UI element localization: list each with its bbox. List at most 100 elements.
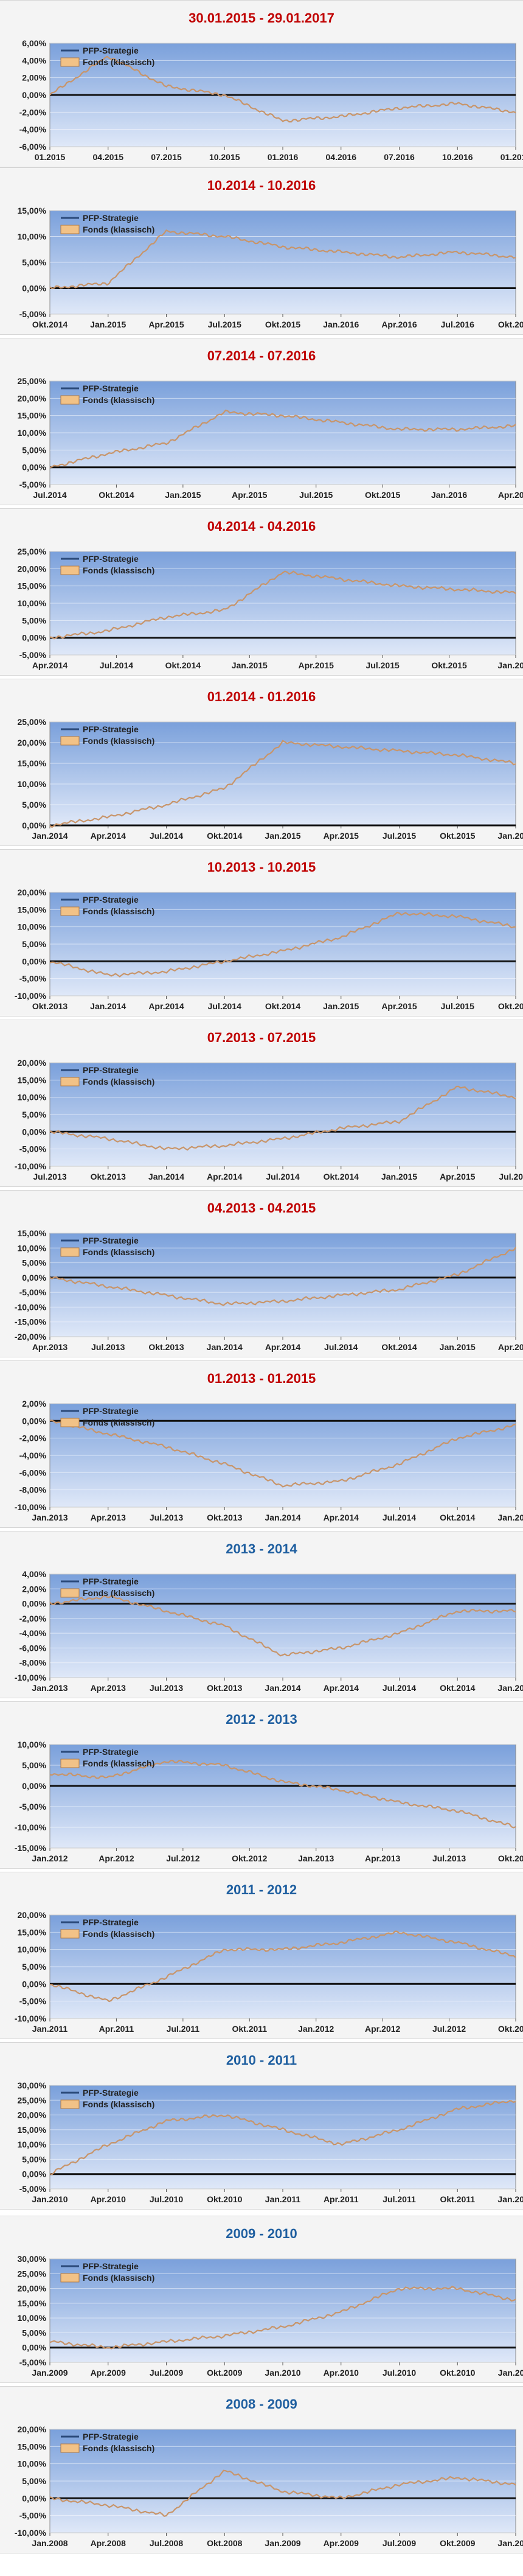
x-tick-label: 01.2017 xyxy=(500,152,523,162)
legend-swatch-fonds-klassisch xyxy=(60,1418,80,1427)
y-tick-label: 5,00% xyxy=(22,445,46,455)
legend-label-pfp-strategie: PFP-Strategie xyxy=(83,46,139,55)
series-line-fonds-klassisch xyxy=(49,2100,516,2175)
series-line-fonds-klassisch xyxy=(49,570,516,640)
x-tick-label: Jan.2011 xyxy=(32,2024,68,2034)
x-tick-label: Jan.2015 xyxy=(381,1172,417,1181)
x-tick-label: Jan.2012 xyxy=(32,1853,68,1863)
legend-label-pfp-strategie: PFP-Strategie xyxy=(83,1065,139,1075)
x-tick-label: Jan.2012 xyxy=(497,2194,523,2204)
y-tick-label: 5,00% xyxy=(22,615,46,625)
chart-panel: 2009 - 2010 -5,00% 0,00% 5,00% 10,00% 15,00% 2… xyxy=(0,2216,523,2383)
x-tick-label: Jan.2008 xyxy=(32,2538,68,2548)
chart-svg: 2013 - 2014 -10,00% -8,00% -6,00% -4,00% -2,0… xyxy=(15,1541,523,1693)
x-tick-label: Jul.2009 xyxy=(150,2368,183,2378)
y-tick-label: 5,00% xyxy=(22,2154,46,2164)
plot-area xyxy=(49,2085,516,2189)
series-line-fonds-klassisch xyxy=(49,1419,516,1488)
y-tick-label: 30,00% xyxy=(18,2254,47,2264)
x-tick-label: Okt.2015 xyxy=(498,1001,523,1011)
chart-title: 2009 - 2010 xyxy=(226,2226,297,2241)
legend-swatch-fonds-klassisch xyxy=(60,2443,80,2453)
x-tick-label: Jan.2015 xyxy=(90,320,126,329)
x-tick-label: Jan.2016 xyxy=(497,660,523,670)
y-tick-label: -10,00% xyxy=(15,1302,47,1312)
chart-svg: 04.2014 - 04.2016 -5,00% 0,00% 5,00% 10,00% 1… xyxy=(18,519,523,670)
chart-title: 04.2013 - 04.2015 xyxy=(207,1200,316,1216)
legend-label-pfp-strategie: PFP-Strategie xyxy=(83,554,139,564)
y-tick-label: 20,00% xyxy=(18,738,47,747)
y-tick-label: 25,00% xyxy=(18,547,47,556)
series-line-fonds-klassisch xyxy=(49,911,516,978)
chart-title: 2013 - 2014 xyxy=(226,1541,297,1556)
chart-panel: 01.2013 - 01.2015 -10,00% -8,00% -6,00% -4,0… xyxy=(0,1360,523,1528)
x-tick-label: Jan.2015 xyxy=(265,831,300,841)
x-tick-label: Jul.2008 xyxy=(150,2538,183,2548)
y-tick-label: 15,00% xyxy=(18,581,47,591)
x-tick-label: Jan.2014 xyxy=(265,1513,300,1522)
legend-swatch-fonds-klassisch xyxy=(60,2099,80,2109)
x-tick-label: Okt.2014 xyxy=(165,660,201,670)
x-tick-label: Apr.2012 xyxy=(99,1853,134,1863)
y-tick-label: -6,00% xyxy=(19,1643,47,1653)
x-tick-label: Jan.2015 xyxy=(165,490,201,500)
x-tick-label: 07.2016 xyxy=(384,152,415,162)
y-tick-label: 5,00% xyxy=(22,2328,46,2337)
y-tick-label: -6,00% xyxy=(19,1468,47,1477)
x-tick-label: Jan.2016 xyxy=(323,320,359,329)
y-tick-label: 15,00% xyxy=(18,905,47,914)
chart-svg: 2012 - 2013 -15,00% -10,00% -5,00% 0,00% 5,00… xyxy=(15,1712,523,1863)
y-tick-label: 0,00% xyxy=(22,1599,46,1609)
y-tick-label: -5,00% xyxy=(19,2184,47,2194)
y-tick-label: 20,00% xyxy=(18,2424,47,2434)
y-tick-label: -6,00% xyxy=(19,142,47,152)
legend-label-fonds-klassisch: Fonds (klassisch) xyxy=(83,1247,154,1257)
y-tick-label: 5,00% xyxy=(22,939,46,949)
x-tick-label: Jan.2013 xyxy=(298,1853,334,1863)
x-tick-label: Jan.2010 xyxy=(265,2368,300,2378)
legend-label-pfp-strategie: PFP-Strategie xyxy=(83,383,139,393)
chart-panel: 2010 - 2011 -5,00% 0,00% 5,00% 10,00% 15,00% 2… xyxy=(0,2042,523,2210)
y-tick-label: -10,00% xyxy=(15,1161,47,1171)
chart-title: 2008 - 2009 xyxy=(226,2396,297,2412)
legend-label-pfp-strategie: PFP-Strategie xyxy=(83,2261,139,2271)
chart-svg: 2011 - 2012 -10,00% -5,00% 0,00% 5,00% 10,00%… xyxy=(15,1882,523,2034)
legend-swatch-fonds-klassisch xyxy=(60,1759,80,1768)
x-tick-label: Jan.2016 xyxy=(431,490,467,500)
chart-panel: 01.2014 - 01.2016 0,00% 5,00% 10,00% 15,00% 2… xyxy=(0,679,523,846)
x-tick-label: Jul.2014 xyxy=(383,1683,416,1693)
x-tick-label: Apr.2015 xyxy=(148,320,184,329)
legend-label-fonds-klassisch: Fonds (klassisch) xyxy=(83,1588,154,1598)
legend-label-fonds-klassisch: Fonds (klassisch) xyxy=(83,57,154,67)
x-tick-label: Jul.2014 xyxy=(383,1513,416,1522)
y-tick-label: 0,00% xyxy=(22,1781,46,1791)
x-tick-label: Jan.2011 xyxy=(498,2368,523,2378)
y-tick-label: 0,00% xyxy=(22,1416,46,1426)
y-tick-label: -2,00% xyxy=(19,1433,47,1443)
y-tick-label: -8,00% xyxy=(19,1485,47,1495)
x-tick-label: Jan.2013 xyxy=(32,1683,68,1693)
x-tick-label: Jul.2015 xyxy=(208,320,241,329)
x-tick-label: Okt.2009 xyxy=(207,2368,243,2378)
y-tick-label: 0,00% xyxy=(22,1273,46,1283)
chart-svg: 01.2013 - 01.2015 -10,00% -8,00% -6,00% -4,0… xyxy=(15,1371,523,1522)
x-tick-label: Jul.2014 xyxy=(208,1001,241,1011)
x-tick-label: Jul.2015 xyxy=(441,1001,474,1011)
chart-title: 07.2013 - 07.2015 xyxy=(207,1030,316,1045)
legend-label-pfp-strategie: PFP-Strategie xyxy=(83,1747,139,1757)
x-tick-label: Jul.2013 xyxy=(150,1683,183,1693)
y-tick-label: 0,00% xyxy=(22,463,46,472)
plot-area xyxy=(49,721,516,826)
legend: PFP-Strategie Fonds (klassisch) xyxy=(60,46,154,67)
y-tick-label: 5,00% xyxy=(22,257,46,267)
x-tick-label: Jan.2012 xyxy=(298,2024,334,2034)
plot-area xyxy=(49,1573,516,1678)
chart-svg: 10.2014 - 10.2016 -5,00% 0,00% 5,00% 10,00% 1… xyxy=(18,178,523,329)
x-tick-label: 04.2015 xyxy=(92,152,123,162)
series-line-fonds-klassisch xyxy=(49,2469,516,2518)
series-line-fonds-klassisch xyxy=(49,1930,516,2003)
